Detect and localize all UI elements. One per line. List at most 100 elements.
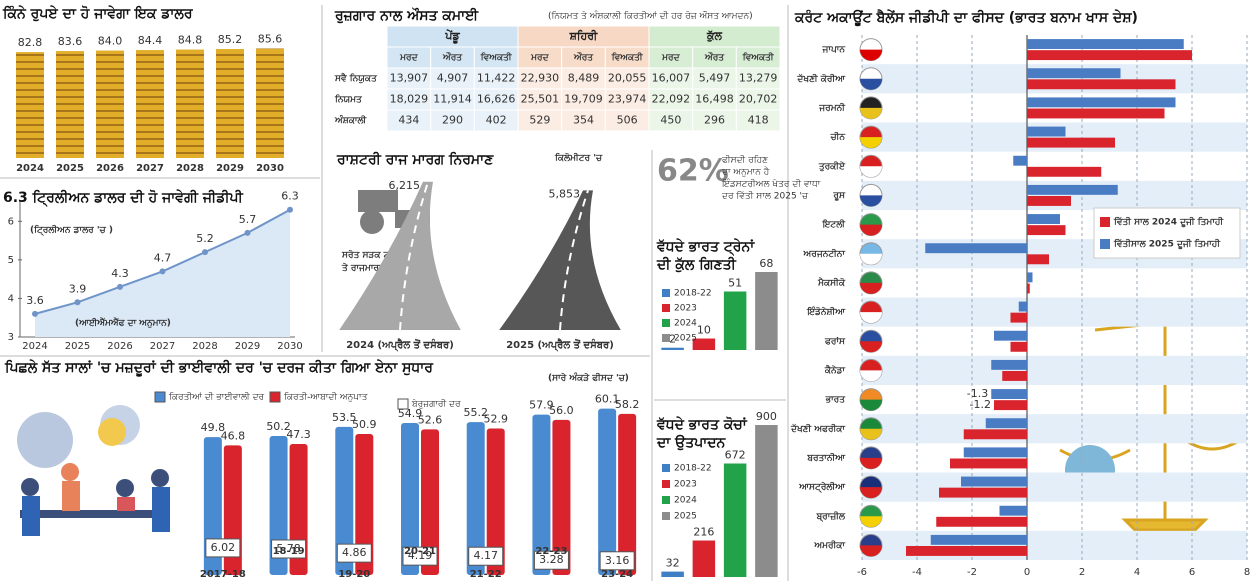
table-cell-text: 506	[617, 114, 638, 127]
legend-label: ਵਿੱਤੀ ਸਾਲ 2024 ਦੂਜੀ ਤਿਮਾਹੀ	[1113, 216, 1224, 229]
coin-stack	[136, 50, 164, 159]
column-header: ਮਰਦ	[399, 53, 419, 63]
column-header: ਔਰਤ	[442, 51, 463, 63]
x-tick-label: 2030	[256, 163, 284, 174]
point	[244, 229, 251, 236]
table-title: ਰੁਜ਼ਗਾਰ ਨਾਲ ਔਸਤ ਕਮਾਈ	[334, 7, 479, 24]
bar	[692, 338, 716, 350]
column-header: ਔਰਤ	[573, 51, 594, 63]
x-tick-label: -4	[912, 567, 922, 578]
note: (ਸਾਰੇ ਅੰਕੜੇ ਫੀਸਦ 'ਚ)	[548, 371, 629, 384]
table-cell-text: 22,092	[652, 93, 691, 106]
legend-swatch	[1100, 239, 1110, 249]
value-label: 5.7	[239, 213, 257, 226]
legend-label: ਵਿੱਤੀਸਾਲ 2025 ਦੂਜੀ ਤਿਮਾਹੀ	[1113, 238, 1221, 251]
bar	[723, 291, 747, 350]
category-label: ਤੁਰਕੀਏ	[818, 160, 846, 172]
value-label: 54.9	[398, 407, 423, 420]
unemployment-box	[271, 539, 307, 559]
point	[32, 310, 38, 317]
category-label: ਬਰਤਾਨੀਆ	[806, 451, 846, 463]
value-label: 3.9	[69, 282, 87, 295]
table-cell-text: 434	[398, 114, 419, 127]
value-label: 52.9	[483, 413, 508, 426]
chart-title: ਪਿਛਲੇ ਸੱਤ ਸਾਲਾਂ 'ਚ ਮਜ਼ਦੂਰਾਂ ਦੀ ਭਾਈਵਾਲੀ ਦ…	[4, 359, 434, 377]
bar	[1027, 39, 1184, 49]
table-cell-text: 23,974	[608, 93, 647, 106]
flag-part	[860, 428, 883, 440]
bar	[335, 426, 354, 575]
bar	[1027, 50, 1192, 61]
table-cell-text: 5,497	[699, 72, 731, 85]
value-label: 47.3	[286, 428, 311, 441]
x-tick-label: 2030	[277, 341, 302, 352]
table-cell-text: 16,626	[477, 93, 516, 106]
value-label: 6,215	[389, 179, 421, 192]
category-label: ਕੈਨੇਡਾ	[824, 364, 846, 376]
unemployment-box	[205, 538, 241, 558]
column-header: ਵਿਅਕਤੀ	[480, 51, 513, 63]
x-tick-label: 18-19	[273, 546, 305, 557]
x-tick-label: 20-21	[404, 546, 436, 557]
category-label: ਦੱਖਣੀ ਕੋਰੀਆ	[796, 71, 846, 84]
value-label: 56.0	[549, 404, 574, 417]
category-label: ਅਮਰੀਕਾ	[813, 539, 845, 551]
coin-stack	[176, 49, 204, 159]
table-cell-text: 450	[660, 114, 681, 127]
legend-box	[1093, 207, 1241, 259]
x-tick-label: 2024	[16, 163, 44, 174]
table-cell-text: 25,501	[521, 93, 560, 106]
table-subtitle: (ਨਿਯਮਤ ਤੇ ਅੰਸ਼ਕਾਲੀ ਕਿਰਤੀਆਂ ਦੀ ਹਰ ਰੋਜ਼ ਔਸ…	[548, 10, 753, 22]
value-label: 68	[759, 257, 773, 270]
column-header: ਮਰਦ	[530, 53, 550, 63]
flag-part	[860, 312, 883, 324]
bar	[925, 243, 1027, 254]
legend-swatch	[662, 289, 670, 297]
x-tick-label: 23-24	[601, 569, 633, 580]
bar	[985, 418, 1027, 429]
bar	[486, 428, 505, 575]
bar	[963, 429, 1027, 440]
bar	[950, 458, 1027, 469]
bar	[1027, 283, 1030, 294]
value-label: -1.2	[970, 398, 991, 411]
bar	[1027, 254, 1049, 265]
flag-part	[860, 49, 883, 61]
table-cell-text: 20,055	[608, 72, 647, 85]
unemployment-box	[468, 546, 504, 566]
legend-label: ਕਿਰਤੀਆਂ ਦੀ ਭਾਈਵਾਲੀ ਦਰ	[168, 392, 265, 403]
category-label: ਇਟਲੀ	[822, 218, 847, 230]
flag-part	[860, 341, 883, 353]
category-label: ਆਸਟ੍ਰੇਲੀਆ	[798, 481, 846, 493]
bar	[1027, 97, 1176, 108]
flag-part	[860, 487, 883, 499]
point	[287, 206, 293, 213]
value-label: 10	[697, 324, 711, 337]
value-label: 58.2	[615, 398, 640, 411]
x-tick-label: 2024	[22, 341, 47, 352]
legend-swatch	[154, 391, 166, 403]
value-label: 49.8	[201, 421, 226, 434]
x-tick-label: 2028	[176, 163, 204, 174]
flag-part	[860, 166, 883, 178]
legend-label: ਕਿਰਤੀ-ਆਬਾਦੀ ਅਨੁਪਾਤ	[283, 392, 368, 403]
bar	[661, 571, 684, 577]
stat-text: ਇੰਡਸਟਰੀਅਲ ਖੇਤਰ ਦੀ ਵਾਧਾ	[721, 178, 821, 190]
value-label: 5.2	[196, 232, 214, 245]
y-tick-label: 3	[8, 332, 14, 343]
row-label: ਨਿਯਮਤ	[334, 93, 363, 105]
x-tick-label: 2029	[235, 341, 260, 352]
row-label: ਅੰਸ਼ਕਾਲੀ	[334, 113, 368, 126]
table-cell-text: 354	[573, 114, 594, 127]
flag-part	[860, 282, 883, 294]
value-label: 5.78	[276, 542, 301, 555]
value-label: 84.8	[178, 34, 203, 47]
bar	[939, 487, 1027, 498]
x-tick-label: 2029	[216, 163, 244, 174]
coin-stack	[216, 49, 244, 158]
road	[339, 181, 461, 330]
group-header: ਸ਼ਹਿਰੀ	[569, 29, 598, 43]
table-cell-text: 290	[442, 114, 463, 127]
chart-title: 6.3 ਟ੍ਰਿਲੀਅਨ ਡਾਲਰ ਦੀ ਹੋ ਜਾਵੇਗੀ ਜੀਡੀਪੀ	[3, 189, 244, 207]
